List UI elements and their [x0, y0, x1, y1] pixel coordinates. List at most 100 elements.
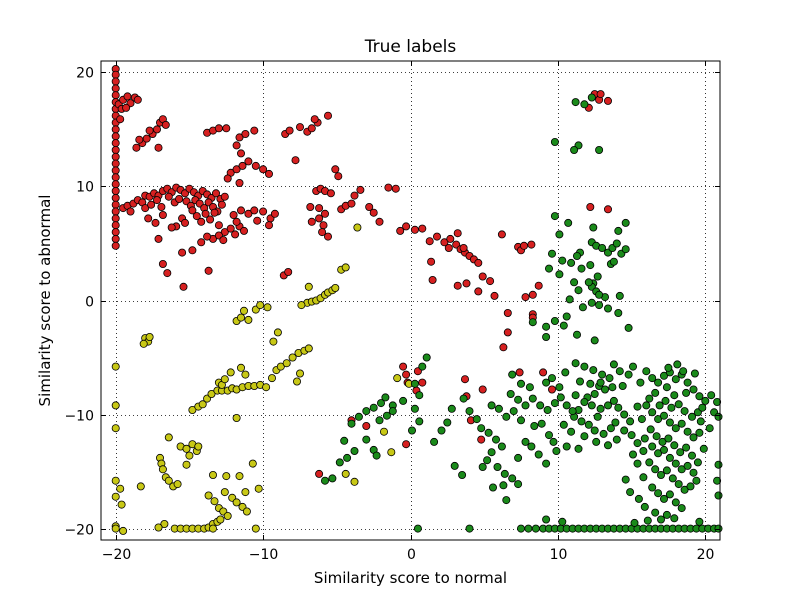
data-point [598, 370, 607, 379]
data-point [648, 408, 657, 417]
data-point [141, 204, 150, 213]
data-point [545, 431, 554, 440]
data-point [248, 459, 257, 468]
data-point [567, 427, 576, 436]
data-point [574, 286, 583, 295]
data-point [693, 458, 702, 467]
data-point [214, 221, 223, 230]
data-point [382, 411, 391, 420]
data-point [111, 180, 120, 189]
data-point [514, 395, 523, 404]
data-point [236, 313, 245, 322]
data-point [444, 243, 453, 252]
data-point [493, 462, 502, 471]
data-point [548, 385, 557, 394]
data-point [388, 407, 397, 416]
data-point [698, 403, 707, 412]
data-point [609, 360, 618, 369]
data-point [372, 451, 381, 460]
data-point [598, 243, 607, 252]
data-point [577, 264, 586, 273]
data-point [276, 362, 285, 371]
data-point [578, 303, 587, 312]
data-point [239, 226, 248, 235]
data-point [315, 469, 324, 478]
data-point [111, 193, 120, 202]
data-point [222, 472, 231, 481]
data-point [580, 397, 589, 406]
data-point [133, 95, 142, 104]
data-point [350, 446, 359, 455]
data-point [459, 243, 468, 252]
data-point [179, 282, 188, 291]
y-axis-label: Similarity score to abnormal [36, 195, 54, 407]
data-point [562, 401, 571, 410]
data-point [534, 450, 543, 459]
data-point [689, 433, 698, 442]
data-point [539, 368, 548, 377]
data-point [542, 515, 551, 524]
data-point [111, 214, 120, 223]
data-point [407, 426, 416, 435]
data-point [658, 437, 667, 446]
data-point [536, 401, 545, 410]
data-point [667, 403, 676, 412]
data-point [217, 200, 226, 209]
data-point [549, 437, 558, 446]
series-1 [111, 223, 413, 535]
data-point [376, 399, 385, 408]
data-point [534, 281, 543, 290]
data-point [111, 125, 120, 134]
data-point [111, 401, 120, 410]
data-point [688, 412, 697, 421]
data-point [198, 400, 207, 409]
data-point [517, 379, 526, 388]
data-point [671, 498, 680, 507]
data-point [111, 139, 120, 148]
data-point [440, 238, 449, 247]
data-point [695, 517, 704, 526]
data-point [418, 224, 427, 233]
grid-lines [101, 61, 720, 540]
data-point [122, 103, 131, 112]
data-point [111, 207, 120, 216]
data-point [188, 405, 197, 414]
data-point [580, 362, 589, 371]
data-point [267, 374, 276, 383]
data-point [648, 442, 657, 451]
data-point [353, 223, 362, 232]
data-point [640, 502, 649, 511]
data-point [111, 173, 120, 182]
data-point [586, 202, 595, 211]
data-point [550, 212, 559, 221]
data-point [525, 383, 534, 392]
data-point [626, 417, 635, 426]
data-point [223, 174, 232, 183]
data-point [655, 401, 664, 410]
data-point [231, 230, 240, 239]
data-point [285, 126, 294, 135]
data-point [542, 332, 551, 341]
data-point [543, 405, 552, 414]
data-point [478, 272, 487, 281]
data-point [660, 445, 669, 454]
data-point [587, 298, 596, 307]
data-point [402, 370, 411, 379]
data-point [341, 263, 350, 272]
data-point [251, 524, 260, 533]
data-point [574, 444, 583, 453]
data-point [576, 377, 585, 386]
data-point [319, 221, 328, 230]
data-point [589, 366, 598, 375]
data-point [670, 391, 679, 400]
data-point [714, 412, 723, 421]
data-point [304, 344, 313, 353]
data-point [430, 437, 439, 446]
data-point [564, 218, 573, 227]
data-point [318, 228, 327, 237]
data-point [147, 200, 156, 209]
data-point [328, 474, 337, 483]
data-point [680, 407, 689, 416]
data-point [425, 237, 434, 246]
